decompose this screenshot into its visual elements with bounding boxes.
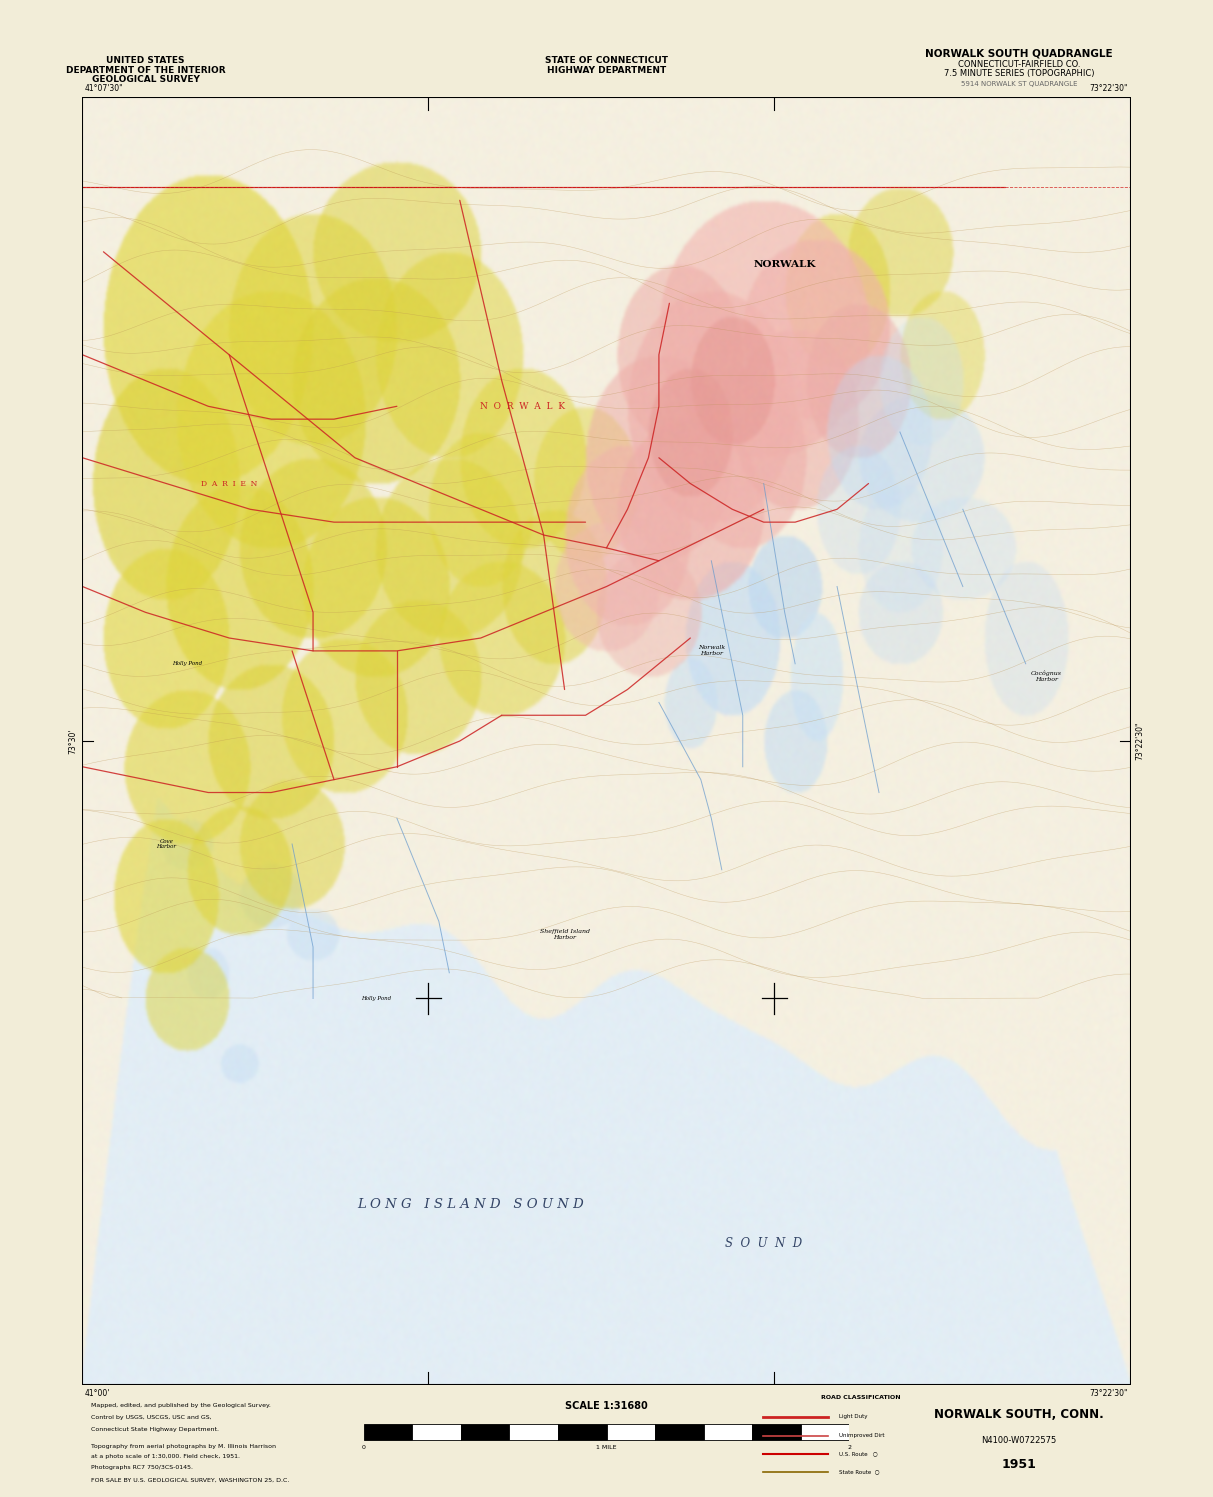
Text: Cocôgnus
Harbor: Cocôgnus Harbor xyxy=(1031,671,1063,683)
Text: CONNECTICUT-FAIRFIELD CO.: CONNECTICUT-FAIRFIELD CO. xyxy=(958,60,1080,69)
Text: Mapped, edited, and published by the Geological Survey.: Mapped, edited, and published by the Geo… xyxy=(91,1403,270,1409)
Text: Holly Pond: Holly Pond xyxy=(361,996,391,1001)
Text: 2: 2 xyxy=(847,1445,852,1451)
Text: Connecticut State Highway Department.: Connecticut State Highway Department. xyxy=(91,1427,220,1433)
Text: 5914 NORWALK ST QUADRANGLE: 5914 NORWALK ST QUADRANGLE xyxy=(961,81,1077,87)
Bar xyxy=(461,1424,509,1440)
Text: 7.5 MINUTE SERIES (TOPOGRAPHIC): 7.5 MINUTE SERIES (TOPOGRAPHIC) xyxy=(944,69,1094,78)
Text: NORWALK SOUTH QUADRANGLE: NORWALK SOUTH QUADRANGLE xyxy=(926,49,1112,58)
Text: Sheffield Island
Harbor: Sheffield Island Harbor xyxy=(540,928,590,940)
Bar xyxy=(752,1424,801,1440)
Text: Light Duty: Light Duty xyxy=(839,1415,867,1419)
Text: Control by USGS, USCGS, USC and GS,: Control by USGS, USCGS, USC and GS, xyxy=(91,1415,211,1421)
Text: Holly Pond: Holly Pond xyxy=(172,662,203,666)
Text: D  A  R  I  E  N: D A R I E N xyxy=(201,479,257,488)
Bar xyxy=(704,1424,752,1440)
Text: 73°22'30": 73°22'30" xyxy=(1135,722,1144,760)
Text: U.S. Route   ○: U.S. Route ○ xyxy=(839,1451,878,1457)
Text: STATE OF CONNECTICUT: STATE OF CONNECTICUT xyxy=(545,55,668,64)
Text: 1951: 1951 xyxy=(1002,1458,1036,1470)
Text: 73°30': 73°30' xyxy=(69,728,78,754)
Text: 73°22'30": 73°22'30" xyxy=(1089,84,1128,93)
Text: at a photo scale of 1:30,000. Field check, 1951.: at a photo scale of 1:30,000. Field chec… xyxy=(91,1454,240,1460)
Text: 73°22'30": 73°22'30" xyxy=(1089,1389,1128,1398)
Text: N4100-W0722575: N4100-W0722575 xyxy=(981,1436,1057,1445)
Text: 0: 0 xyxy=(361,1445,366,1451)
Text: S  O  U  N  D: S O U N D xyxy=(725,1237,802,1250)
Text: State Route  ○: State Route ○ xyxy=(839,1469,879,1475)
Text: Cove
Harbor: Cove Harbor xyxy=(156,838,176,849)
Text: 41°00': 41°00' xyxy=(85,1389,110,1398)
Text: 1 MILE: 1 MILE xyxy=(597,1445,616,1451)
Text: UNITED STATES: UNITED STATES xyxy=(107,55,184,64)
Text: Photographs RC7 750/3CS-0145.: Photographs RC7 750/3CS-0145. xyxy=(91,1464,193,1470)
Text: ROAD CLASSIFICATION: ROAD CLASSIFICATION xyxy=(821,1395,901,1400)
Text: Norwalk
Harbor: Norwalk Harbor xyxy=(697,645,725,656)
Bar xyxy=(412,1424,461,1440)
Bar xyxy=(558,1424,606,1440)
Text: GEOLOGICAL SURVEY: GEOLOGICAL SURVEY xyxy=(92,75,199,84)
Text: DEPARTMENT OF THE INTERIOR: DEPARTMENT OF THE INTERIOR xyxy=(66,66,226,75)
Text: SCALE 1:31680: SCALE 1:31680 xyxy=(565,1401,648,1410)
Bar xyxy=(606,1424,655,1440)
Text: L O N G   I S L A N D   S O U N D: L O N G I S L A N D S O U N D xyxy=(357,1198,583,1211)
Bar xyxy=(509,1424,558,1440)
Bar xyxy=(801,1424,849,1440)
Bar xyxy=(655,1424,704,1440)
Text: 41°07'30": 41°07'30" xyxy=(85,84,124,93)
Text: Unimproved Dirt: Unimproved Dirt xyxy=(839,1434,885,1439)
Text: N  O  R  W  A  L  K: N O R W A L K xyxy=(480,401,565,410)
Text: HIGHWAY DEPARTMENT: HIGHWAY DEPARTMENT xyxy=(547,66,666,75)
Text: FOR SALE BY U.S. GEOLOGICAL SURVEY, WASHINGTON 25, D.C.: FOR SALE BY U.S. GEOLOGICAL SURVEY, WASH… xyxy=(91,1478,290,1484)
Text: NORWALK SOUTH, CONN.: NORWALK SOUTH, CONN. xyxy=(934,1409,1104,1421)
Text: NORWALK: NORWALK xyxy=(753,260,816,269)
Text: Topography from aerial photographs by M. Illinois Harrison: Topography from aerial photographs by M.… xyxy=(91,1443,277,1449)
Bar xyxy=(364,1424,412,1440)
